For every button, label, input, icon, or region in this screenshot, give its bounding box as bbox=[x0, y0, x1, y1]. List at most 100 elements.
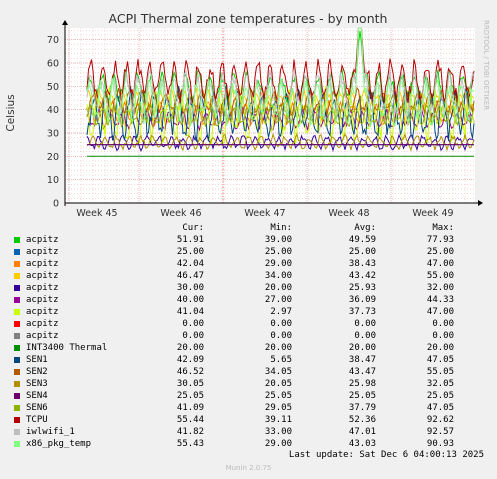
legend-row: acpitz 25.00 25.00 25.00 25.00 bbox=[0, 246, 454, 258]
legend-min-value: 29.00 bbox=[264, 439, 292, 449]
legend-cur-value: 30.00 bbox=[176, 283, 204, 293]
legend-cur-value: 46.47 bbox=[176, 271, 204, 281]
legend-min-value: 0.00 bbox=[270, 331, 292, 341]
y-axis-arrow bbox=[62, 20, 68, 25]
x-tick-label: Week 47 bbox=[244, 208, 285, 219]
legend-min-value: 34.05 bbox=[264, 367, 292, 377]
legend-row: iwlwifi_1 41.82 33.00 47.01 92.57 bbox=[0, 426, 454, 438]
legend-max-value: 47.05 bbox=[426, 403, 454, 413]
chart-title: ACPI Thermal zone temperatures - by mont… bbox=[109, 11, 388, 26]
legend-cur-value: 20.00 bbox=[176, 343, 204, 353]
legend-series-name: SEN4 bbox=[26, 391, 48, 401]
legend-series-name: acpitz bbox=[26, 319, 59, 329]
legend-row: acpitz 41.04 2.97 37.73 47.00 bbox=[0, 306, 454, 318]
legend-series-name: SEN3 bbox=[26, 379, 48, 389]
legend-cur-value: 55.43 bbox=[176, 439, 204, 449]
legend-max-value: 0.00 bbox=[432, 319, 454, 329]
legend-series-name: acpitz bbox=[26, 271, 59, 281]
legend-swatch bbox=[0, 390, 26, 402]
legend-color-box bbox=[14, 440, 20, 447]
last-update: Last update: Sat Dec 6 04:00:13 2025 bbox=[288, 450, 484, 460]
legend-max-value: 92.57 bbox=[426, 427, 454, 437]
legend-header: Cur: Min: Avg: Max: bbox=[0, 222, 454, 234]
legend-series-name: iwlwifi_1 bbox=[26, 427, 75, 437]
munin-footer: Munin 2.0.75 bbox=[225, 464, 272, 472]
legend-color-box bbox=[14, 332, 20, 339]
series-line bbox=[86, 27, 475, 129]
legend-series-name: SEN6 bbox=[26, 403, 48, 413]
legend-series-name: acpitz bbox=[26, 283, 59, 293]
legend-min-value: 2.97 bbox=[270, 307, 292, 317]
series-line bbox=[86, 100, 475, 128]
legend-avg-value: 25.00 bbox=[348, 247, 376, 257]
legend-avg-value: 37.73 bbox=[348, 307, 376, 317]
legend-color-box bbox=[14, 284, 20, 291]
legend-cur-value: 41.04 bbox=[176, 307, 204, 317]
legend-cur-value: 42.04 bbox=[176, 259, 204, 269]
legend-min-value: 20.00 bbox=[264, 283, 292, 293]
legend-avg-value: 38.43 bbox=[348, 259, 376, 269]
legend-max-value: 20.00 bbox=[426, 343, 454, 353]
legend-swatch bbox=[0, 306, 26, 318]
legend-avg-value: 25.05 bbox=[348, 391, 376, 401]
legend-color-box bbox=[14, 356, 20, 363]
legend-swatch bbox=[0, 270, 26, 282]
legend-swatch bbox=[0, 414, 26, 426]
chart-area: ACPI Thermal zone temperatures - by mont… bbox=[5, 11, 490, 219]
legend-max-value: 25.05 bbox=[426, 391, 454, 401]
legend-color-box bbox=[14, 392, 20, 399]
legend-min-value: 29.00 bbox=[264, 259, 292, 269]
legend-min-value: 25.00 bbox=[264, 247, 292, 257]
legend-avg-value: 0.00 bbox=[354, 331, 376, 341]
legend-min-value: 34.00 bbox=[264, 271, 292, 281]
legend-min-value: 27.00 bbox=[264, 295, 292, 305]
legend-avg-value: 37.79 bbox=[348, 403, 376, 413]
legend-color-box bbox=[14, 260, 20, 267]
legend-color-box bbox=[14, 248, 20, 255]
legend-row: x86_pkg_temp 55.43 29.00 43.03 90.93 bbox=[0, 438, 454, 450]
legend-swatch bbox=[0, 402, 26, 414]
legend-series-name: acpitz bbox=[26, 331, 59, 341]
legend-min-value: 5.65 bbox=[270, 355, 292, 365]
legend-series-name: acpitz bbox=[26, 307, 59, 317]
legend-max-value: 32.05 bbox=[426, 379, 454, 389]
series-line bbox=[86, 132, 475, 152]
legend-row: acpitz 40.00 27.00 36.09 44.33 bbox=[0, 294, 454, 306]
legend-color-box bbox=[14, 416, 20, 423]
y-tick-label: 20 bbox=[47, 152, 59, 163]
legend-swatch bbox=[0, 366, 26, 378]
y-tick-label: 70 bbox=[47, 35, 59, 46]
y-tick-label: 30 bbox=[47, 129, 59, 140]
legend-avg-value: 25.93 bbox=[348, 283, 376, 293]
col-cur: Cur: bbox=[182, 223, 204, 233]
legend-cur-value: 46.52 bbox=[176, 367, 204, 377]
legend-row: acpitz 46.47 34.00 43.42 55.00 bbox=[0, 270, 454, 282]
legend: Cur: Min: Avg: Max: acpitz 51.91 39.00 49.5… bbox=[0, 222, 497, 450]
y-tick-label: 50 bbox=[47, 82, 59, 93]
legend-max-value: 25.00 bbox=[426, 247, 454, 257]
x-tick-label: Week 45 bbox=[76, 208, 117, 219]
legend-cur-value: 41.09 bbox=[176, 403, 204, 413]
legend-row: acpitz 42.04 29.00 38.43 47.00 bbox=[0, 258, 454, 270]
y-tick-label: 10 bbox=[47, 175, 59, 186]
legend-swatch bbox=[0, 234, 26, 246]
legend-max-value: 92.62 bbox=[426, 415, 454, 425]
legend-min-value: 39.00 bbox=[264, 235, 292, 245]
legend-color-box bbox=[14, 236, 20, 243]
legend-max-value: 55.05 bbox=[426, 367, 454, 377]
legend-max-value: 0.00 bbox=[432, 331, 454, 341]
legend-color-box bbox=[14, 368, 20, 375]
legend-max-value: 47.00 bbox=[426, 259, 454, 269]
legend-max-value: 77.93 bbox=[426, 235, 454, 245]
legend-avg-value: 49.59 bbox=[348, 235, 376, 245]
legend-series-name: x86_pkg_temp bbox=[26, 439, 92, 449]
legend-max-value: 47.05 bbox=[426, 355, 454, 365]
y-tick-label: 40 bbox=[47, 105, 59, 116]
y-tick-label: 60 bbox=[47, 59, 59, 70]
legend-color-box bbox=[14, 428, 20, 435]
legend-row: acpitz 0.00 0.00 0.00 0.00 bbox=[0, 330, 454, 342]
series-lines bbox=[86, 27, 475, 157]
legend-series-name: INT3400 Thermal bbox=[26, 343, 108, 353]
legend-cur-value: 25.05 bbox=[176, 391, 204, 401]
legend-row: INT3400 Thermal 20.00 20.00 20.00 20.00 bbox=[0, 342, 454, 354]
